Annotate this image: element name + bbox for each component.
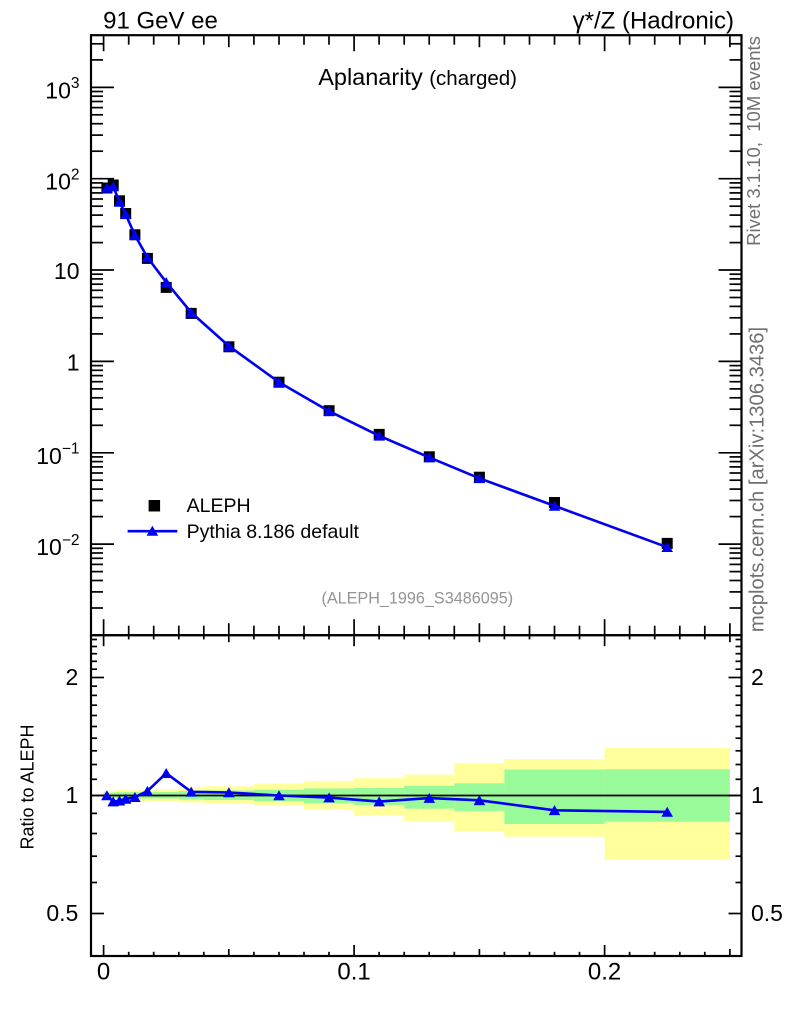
svg-text:1: 1: [66, 782, 79, 808]
svg-text:mcplots.cern.ch [arXiv:1306.34: mcplots.cern.ch [arXiv:1306.3436]: [747, 327, 769, 632]
svg-text:0.5: 0.5: [751, 900, 783, 926]
svg-text:ALEPH: ALEPH: [187, 495, 251, 517]
svg-text:1: 1: [67, 349, 80, 375]
svg-text:0.5: 0.5: [46, 900, 78, 926]
svg-text:0.1: 0.1: [337, 959, 370, 986]
svg-text:(ALEPH_1996_S3486095): (ALEPH_1996_S3486095): [321, 590, 513, 608]
svg-text:10: 10: [54, 258, 80, 284]
svg-text:0.2: 0.2: [588, 959, 621, 986]
svg-text:Rivet 3.1.10, 10M events: Rivet 3.1.10, 10M events: [743, 36, 764, 246]
svg-text:2: 2: [751, 664, 764, 690]
svg-text:Ratio to ALEPH: Ratio to ALEPH: [18, 724, 38, 849]
svg-text:91 GeV ee: 91 GeV ee: [103, 7, 218, 34]
svg-text:Aplanarity (charged): Aplanarity (charged): [318, 64, 517, 90]
svg-text:Pythia 8.186 default: Pythia 8.186 default: [187, 521, 360, 543]
svg-text:0: 0: [97, 959, 110, 986]
svg-text:γ*/Z (Hadronic): γ*/Z (Hadronic): [573, 7, 734, 34]
svg-text:2: 2: [66, 664, 79, 690]
svg-text:1: 1: [751, 782, 764, 808]
